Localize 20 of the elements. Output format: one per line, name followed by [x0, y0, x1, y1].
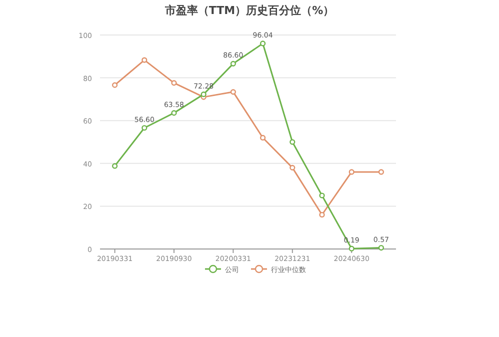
point [171, 80, 177, 86]
point [142, 57, 148, 63]
point [319, 212, 325, 218]
point [319, 192, 325, 198]
point [171, 110, 177, 116]
point [378, 244, 384, 251]
point [112, 82, 118, 88]
point [112, 163, 118, 169]
point [200, 92, 206, 98]
point [378, 169, 384, 175]
point [230, 89, 236, 95]
point [290, 164, 296, 170]
point [230, 60, 236, 66]
chart-title: 市盈率（TTM）历史百分位（%） [164, 4, 334, 17]
point [348, 246, 354, 252]
point [142, 125, 148, 131]
point [290, 139, 296, 145]
point [348, 169, 354, 175]
point [260, 40, 266, 46]
point [260, 134, 266, 141]
